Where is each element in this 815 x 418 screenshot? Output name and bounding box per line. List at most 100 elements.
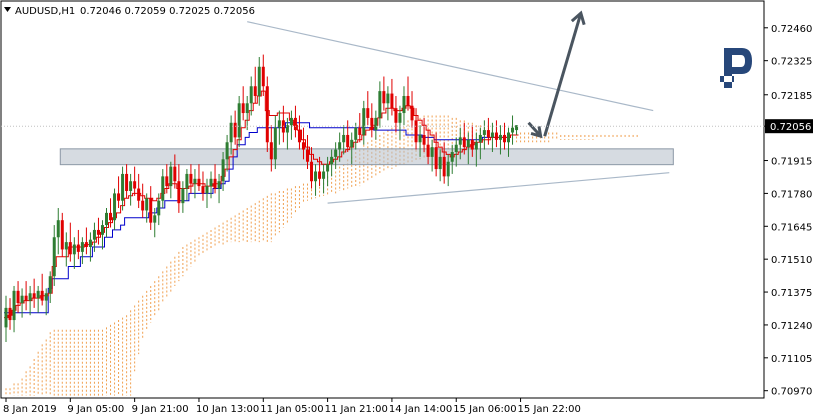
x-tick-label: 11 Jan 21:00 bbox=[325, 404, 388, 415]
candle bbox=[370, 103, 374, 138]
candle bbox=[157, 193, 161, 226]
candle-body bbox=[80, 242, 84, 252]
candle bbox=[374, 110, 378, 140]
candle-body bbox=[310, 161, 314, 182]
x-tick-label: 8 Jan 2019 bbox=[3, 404, 57, 415]
candle bbox=[502, 122, 506, 150]
candle-body bbox=[12, 290, 16, 321]
candle bbox=[109, 198, 113, 228]
candle-body bbox=[72, 244, 76, 255]
candle-body bbox=[422, 134, 426, 145]
candle bbox=[354, 122, 358, 150]
candle bbox=[458, 127, 462, 160]
candle-body bbox=[490, 132, 494, 138]
candle bbox=[318, 156, 322, 187]
candle-body bbox=[515, 125, 519, 131]
candle-body bbox=[482, 130, 486, 135]
candle bbox=[358, 113, 362, 143]
candle-body bbox=[92, 229, 96, 240]
candle-body bbox=[474, 142, 478, 150]
candle bbox=[241, 86, 245, 121]
candle bbox=[346, 120, 350, 153]
candle bbox=[446, 154, 450, 187]
candle bbox=[482, 120, 486, 150]
candle-body bbox=[293, 117, 297, 131]
candle-body bbox=[76, 244, 80, 252]
candle-body bbox=[297, 130, 301, 143]
candle bbox=[474, 132, 478, 167]
y-tick-label: 0.71510 bbox=[771, 255, 812, 266]
candle-body bbox=[48, 276, 52, 294]
candle-body bbox=[237, 103, 241, 138]
lower-trendline bbox=[327, 172, 670, 204]
y-tick-label: 0.70970 bbox=[771, 387, 812, 398]
candle-body bbox=[44, 293, 48, 301]
candle bbox=[366, 91, 370, 126]
candle-body bbox=[64, 242, 68, 250]
candle-body bbox=[173, 166, 177, 182]
symbol-dropdown-icon[interactable] bbox=[4, 7, 11, 12]
candle-body bbox=[314, 171, 318, 182]
plot-frame bbox=[0, 0, 765, 399]
candle-body bbox=[454, 144, 458, 153]
candle-body bbox=[374, 117, 378, 131]
candle-body bbox=[201, 186, 205, 194]
candle bbox=[490, 122, 494, 153]
candle-body bbox=[366, 108, 370, 118]
candle-body bbox=[177, 181, 181, 204]
candle-body bbox=[113, 193, 117, 221]
candle bbox=[253, 66, 257, 104]
candle-body bbox=[285, 125, 289, 133]
x-tick-label: 11 Jan 05:00 bbox=[260, 404, 323, 415]
candle-body bbox=[16, 290, 20, 304]
candle bbox=[169, 161, 173, 199]
candle-body bbox=[60, 220, 64, 250]
candles-layer bbox=[4, 54, 519, 342]
candle bbox=[177, 164, 181, 213]
candle bbox=[301, 127, 305, 160]
candle-body bbox=[426, 144, 430, 157]
upper-trendline bbox=[247, 21, 654, 112]
candle bbox=[261, 54, 265, 96]
candle bbox=[12, 285, 16, 333]
candle bbox=[442, 142, 446, 184]
candle bbox=[56, 208, 60, 255]
candle-body bbox=[334, 149, 338, 157]
candle bbox=[113, 188, 117, 230]
candle bbox=[201, 171, 205, 201]
candle bbox=[149, 186, 153, 230]
candle-body bbox=[121, 173, 125, 201]
candle bbox=[205, 178, 209, 209]
arrow-up-long-shaft bbox=[543, 12, 583, 137]
candle-body bbox=[470, 139, 474, 150]
candle-body bbox=[277, 120, 281, 128]
candle bbox=[129, 173, 133, 206]
candle-body bbox=[498, 134, 502, 140]
candle bbox=[16, 281, 20, 313]
candle-body bbox=[261, 66, 265, 87]
candle-body bbox=[4, 307, 8, 328]
candle bbox=[498, 125, 502, 155]
candle-body bbox=[32, 293, 36, 299]
candle bbox=[24, 281, 28, 311]
candle bbox=[322, 164, 326, 194]
candle-body bbox=[378, 91, 382, 118]
candle bbox=[390, 78, 394, 116]
y-tick-label: 0.71105 bbox=[771, 354, 812, 365]
candle bbox=[237, 95, 241, 148]
support-zone bbox=[59, 148, 674, 166]
arrow-down-short-shaft bbox=[527, 121, 542, 138]
y-tick-label: 0.72460 bbox=[771, 24, 812, 35]
candle bbox=[72, 237, 76, 269]
broker-logo bbox=[720, 48, 752, 88]
candle bbox=[434, 132, 438, 177]
y-tick-label: 0.71375 bbox=[771, 288, 812, 299]
arrow-up-long bbox=[543, 10, 586, 137]
candle bbox=[430, 139, 434, 172]
candle bbox=[28, 285, 32, 316]
candle-body bbox=[249, 86, 253, 104]
candle-body bbox=[161, 176, 165, 201]
